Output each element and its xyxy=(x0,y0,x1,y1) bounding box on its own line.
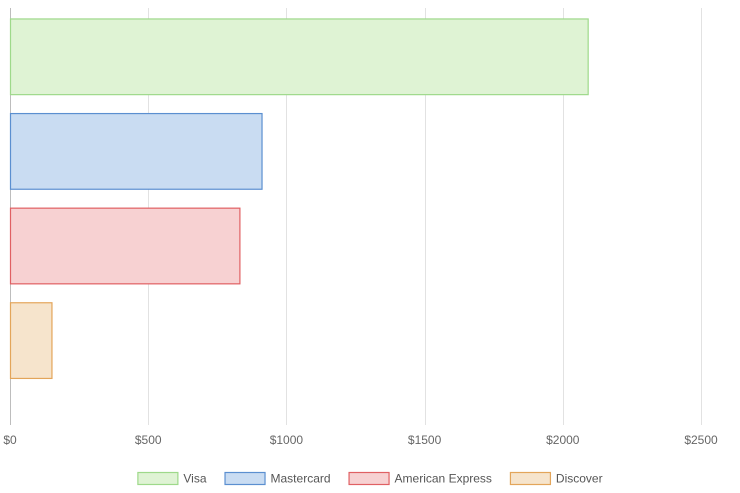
x-tick-label: $2500 xyxy=(684,433,718,447)
legend-swatch xyxy=(509,471,552,486)
bar-visa[interactable] xyxy=(9,18,589,96)
legend-item-american-express[interactable]: American Express xyxy=(348,471,492,486)
legend-swatch xyxy=(137,471,179,486)
legend-label: Mastercard xyxy=(271,472,331,486)
x-tick-label: $0 xyxy=(3,433,17,447)
legend-label: Visa xyxy=(183,472,206,486)
legend-item-visa[interactable]: Visa xyxy=(137,471,207,486)
bar-mastercard[interactable] xyxy=(9,112,263,190)
legend-label: American Express xyxy=(395,472,492,486)
bars xyxy=(9,18,589,380)
x-axis: $0 $500 $1000 $1500 $2000 $2500 xyxy=(3,433,718,447)
x-tick-label: $1000 xyxy=(270,433,304,447)
x-tick-label: $2000 xyxy=(546,433,580,447)
bar-american-express[interactable] xyxy=(9,207,241,285)
legend-item-discover[interactable]: Discover xyxy=(509,471,603,486)
x-tick-label: $1500 xyxy=(408,433,442,447)
x-tick-label: $500 xyxy=(135,433,162,447)
legend-label: Discover xyxy=(556,472,603,486)
legend: Visa Mastercard American Express Discover xyxy=(137,471,603,486)
legend-swatch xyxy=(348,471,390,486)
bar-discover[interactable] xyxy=(9,302,53,380)
legend-swatch xyxy=(224,471,266,486)
legend-item-mastercard[interactable]: Mastercard xyxy=(224,471,331,486)
